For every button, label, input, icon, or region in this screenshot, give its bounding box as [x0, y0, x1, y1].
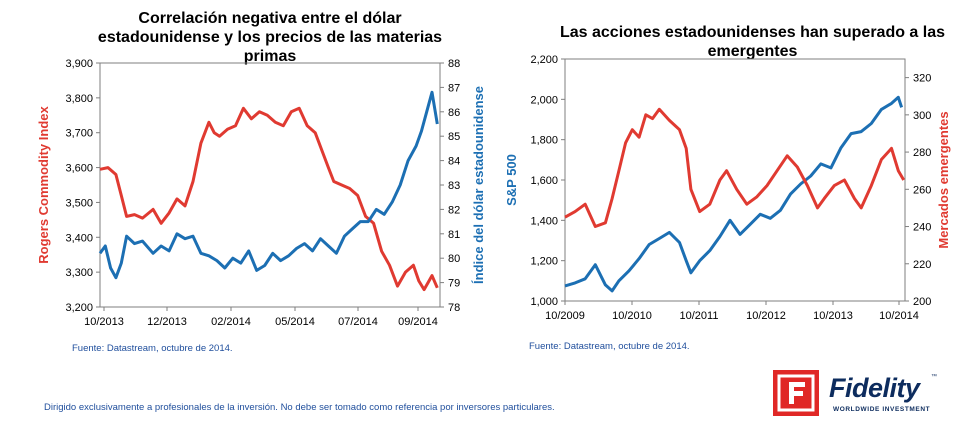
chart-1-source: Fuente: Datastream, octubre de 2014. — [72, 343, 233, 354]
x-tick-label: 07/2014 — [338, 316, 378, 328]
x-tick-label: 10/2011 — [680, 310, 719, 322]
y-left-tick-label: 3,500 — [65, 197, 93, 209]
x-tick-label: 10/2009 — [545, 310, 585, 322]
x-tick-label: 12/2013 — [147, 316, 187, 328]
y-right-axis-label: Mercados emergentes — [936, 111, 951, 248]
y-left-tick-label: 3,200 — [65, 302, 93, 314]
series-line-left — [99, 106, 439, 292]
y-right-tick-label: 82 — [448, 204, 460, 216]
y-right-tick-label: 87 — [448, 82, 460, 94]
y-left-tick-label: 3,300 — [65, 267, 93, 279]
y-right-tick-label: 260 — [913, 184, 931, 196]
y-left-tick-label: 3,900 — [65, 58, 93, 70]
y-left-tick-label: 3,800 — [65, 93, 93, 105]
y-left-axis-label: Rogers Commodity Index — [36, 105, 51, 263]
y-left-tick-label: 3,600 — [65, 163, 93, 175]
y-right-tick-label: 78 — [448, 302, 460, 314]
y-right-tick-label: 79 — [448, 278, 460, 290]
chart-2-title: Las acciones estadounidenses han superad… — [559, 24, 946, 60]
fidelity-logo-name: Fidelity — [829, 373, 920, 403]
y-right-tick-label: 88 — [448, 58, 460, 70]
y-left-tick-label: 2,200 — [530, 54, 558, 66]
fidelity-logo-tagline: WORLDWIDE INVESTMENT — [833, 406, 931, 413]
y-right-tick-label: 83 — [448, 180, 460, 192]
x-tick-label: 10/2012 — [746, 310, 786, 322]
y-right-tick-label: 300 — [913, 110, 931, 122]
fidelity-logo-tm: ™ — [931, 374, 937, 380]
x-tick-label: 05/2014 — [275, 316, 315, 328]
x-tick-label: 10/2010 — [612, 310, 652, 322]
y-right-tick-label: 84 — [448, 156, 460, 168]
y-right-tick-label: 80 — [448, 253, 460, 265]
y-right-tick-label: 280 — [913, 147, 931, 159]
series-line-right — [564, 107, 905, 228]
y-right-axis-label: Índice del dólar estadounidense — [471, 86, 486, 284]
fidelity-logo-icon — [773, 370, 819, 416]
y-right-tick-label: 85 — [448, 131, 460, 143]
y-left-tick-label: 2,000 — [530, 94, 558, 106]
y-left-tick-label: 1,400 — [530, 215, 558, 227]
y-left-tick-label: 3,400 — [65, 232, 93, 244]
y-left-tick-label: 1,200 — [530, 256, 558, 268]
x-tick-label: 10/2013 — [813, 310, 853, 322]
y-left-tick-label: 1,800 — [530, 135, 558, 147]
y-right-tick-label: 220 — [913, 259, 931, 271]
y-right-tick-label: 86 — [448, 107, 460, 119]
y-left-tick-label: 1,600 — [530, 175, 558, 187]
y-left-tick-label: 1,000 — [530, 296, 558, 308]
y-right-tick-label: 320 — [913, 73, 931, 85]
x-tick-label: 10/2014 — [879, 310, 919, 322]
series-line-left — [564, 95, 904, 293]
y-right-tick-label: 240 — [913, 222, 931, 234]
x-tick-label: 10/2013 — [84, 316, 124, 328]
y-right-tick-label: 200 — [913, 296, 931, 308]
y-right-tick-label: 81 — [448, 229, 460, 241]
chart-2-source: Fuente: Datastream, octubre de 2014. — [529, 341, 690, 352]
y-left-axis-label: S&P 500 — [504, 154, 519, 206]
fidelity-logo: Fidelity ™ WORLDWIDE INVESTMENT — [773, 370, 938, 416]
chart-1-title: Correlación negativa entre el dólar esta… — [97, 10, 443, 65]
x-tick-label: 02/2014 — [211, 316, 251, 328]
series-line-right — [98, 90, 439, 280]
y-left-tick-label: 3,700 — [65, 128, 93, 140]
x-tick-label: 09/2014 — [398, 316, 438, 328]
disclaimer-text: Dirigido exclusivamente a profesionales … — [44, 402, 555, 413]
